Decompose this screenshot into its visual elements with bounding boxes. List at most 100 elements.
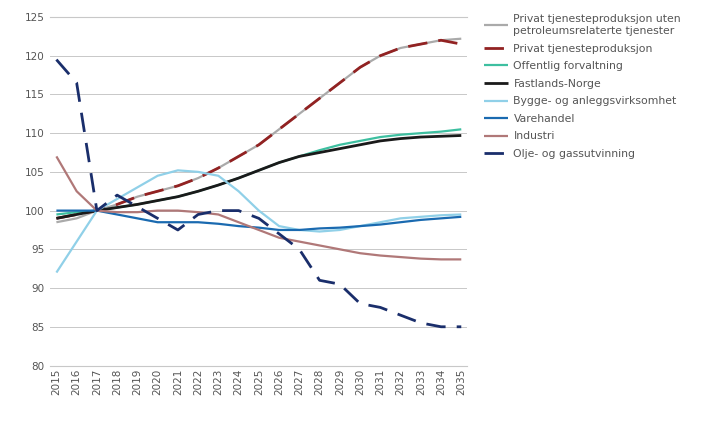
Privat tjenesteproduksjon: [255, 142, 263, 147]
Bygge- og anleggsvirksomhet: [315, 229, 324, 234]
Fastlands-Norge: [457, 133, 466, 138]
Fastlands-Norge: [315, 150, 324, 155]
Fastlands-Norge: [436, 134, 445, 139]
Privat tjenesteproduksjon: [194, 176, 203, 181]
Privat tjenesteproduksjon uten
petroleumsrelaterte tjenester: [214, 165, 223, 170]
Legend: Privat tjenesteproduksjon uten
petroleumsrelaterte tjenester, Privat tjenestepro: Privat tjenesteproduksjon uten petroleum…: [480, 10, 685, 163]
Bygge- og anleggsvirksomhet: [295, 227, 303, 232]
Offentlig forvaltning: [73, 210, 81, 215]
Line: Privat tjenesteproduksjon: Privat tjenesteproduksjon: [56, 40, 462, 218]
Industri: [194, 210, 203, 215]
Line: Privat tjenesteproduksjon uten
petroleumsrelaterte tjenester: Privat tjenesteproduksjon uten petroleum…: [56, 39, 462, 222]
Privat tjenesteproduksjon: [173, 183, 182, 188]
Bygge- og anleggsvirksomhet: [457, 212, 466, 217]
Fastlands-Norge: [173, 194, 182, 199]
Privat tjenesteproduksjon: [153, 189, 162, 194]
Bygge- og anleggsvirksomhet: [133, 185, 142, 190]
Offentlig forvaltning: [356, 139, 365, 144]
Industri: [457, 257, 466, 262]
Varehandel: [275, 227, 283, 232]
Bygge- og anleggsvirksomhet: [416, 214, 425, 219]
Privat tjenesteproduksjon uten
petroleumsrelaterte tjenester: [133, 194, 142, 199]
Privat tjenesteproduksjon uten
petroleumsrelaterte tjenester: [234, 154, 243, 159]
Privat tjenesteproduksjon uten
petroleumsrelaterte tjenester: [457, 36, 466, 41]
Olje- og gassutvinning: [376, 305, 385, 310]
Varehandel: [234, 224, 243, 229]
Privat tjenesteproduksjon uten
petroleumsrelaterte tjenester: [113, 202, 122, 207]
Privat tjenesteproduksjon uten
petroleumsrelaterte tjenester: [194, 176, 203, 181]
Fastlands-Norge: [93, 208, 101, 213]
Privat tjenesteproduksjon: [376, 53, 385, 58]
Olje- og gassutvinning: [194, 212, 203, 217]
Bygge- og anleggsvirksomhet: [73, 239, 81, 244]
Privat tjenesteproduksjon: [73, 212, 81, 217]
Privat tjenesteproduksjon: [295, 111, 303, 116]
Varehandel: [194, 220, 203, 225]
Fastlands-Norge: [113, 205, 122, 210]
Offentlig forvaltning: [315, 147, 324, 153]
Varehandel: [173, 220, 182, 225]
Varehandel: [73, 208, 81, 213]
Privat tjenesteproduksjon: [52, 216, 60, 221]
Line: Varehandel: Varehandel: [56, 211, 462, 230]
Privat tjenesteproduksjon uten
petroleumsrelaterte tjenester: [93, 208, 101, 213]
Bygge- og anleggsvirksomhet: [173, 168, 182, 173]
Industri: [315, 243, 324, 248]
Olje- og gassutvinning: [173, 227, 182, 232]
Offentlig forvaltning: [214, 182, 223, 187]
Bygge- og anleggsvirksomhet: [234, 189, 243, 194]
Bygge- og anleggsvirksomhet: [396, 216, 405, 221]
Bygge- og anleggsvirksomhet: [52, 270, 60, 275]
Offentlig forvaltning: [153, 198, 162, 203]
Industri: [376, 253, 385, 258]
Offentlig forvaltning: [336, 142, 344, 147]
Privat tjenesteproduksjon: [214, 165, 223, 170]
Privat tjenesteproduksjon: [336, 80, 344, 85]
Line: Offentlig forvaltning: Offentlig forvaltning: [56, 129, 462, 215]
Bygge- og anleggsvirksomhet: [194, 169, 203, 174]
Fastlands-Norge: [52, 216, 60, 221]
Offentlig forvaltning: [416, 130, 425, 136]
Bygge- og anleggsvirksomhet: [275, 224, 283, 229]
Varehandel: [336, 225, 344, 230]
Privat tjenesteproduksjon uten
petroleumsrelaterte tjenester: [295, 111, 303, 116]
Varehandel: [376, 222, 385, 227]
Varehandel: [52, 208, 60, 213]
Industri: [295, 239, 303, 244]
Olje- og gassutvinning: [133, 204, 142, 209]
Olje- og gassutvinning: [93, 208, 101, 213]
Line: Fastlands-Norge: Fastlands-Norge: [56, 136, 462, 218]
Fastlands-Norge: [376, 139, 385, 144]
Privat tjenesteproduksjon uten
petroleumsrelaterte tjenester: [336, 80, 344, 85]
Olje- og gassutvinning: [153, 216, 162, 221]
Offentlig forvaltning: [457, 127, 466, 132]
Privat tjenesteproduksjon: [396, 45, 405, 51]
Industri: [336, 247, 344, 252]
Offentlig forvaltning: [113, 205, 122, 210]
Offentlig forvaltning: [93, 208, 101, 213]
Privat tjenesteproduksjon uten
petroleumsrelaterte tjenester: [396, 45, 405, 51]
Privat tjenesteproduksjon: [315, 96, 324, 101]
Fastlands-Norge: [214, 182, 223, 187]
Offentlig forvaltning: [376, 134, 385, 139]
Olje- og gassutvinning: [336, 282, 344, 287]
Olje- og gassutvinning: [457, 324, 466, 329]
Fastlands-Norge: [416, 134, 425, 139]
Industri: [52, 154, 60, 159]
Varehandel: [457, 214, 466, 219]
Fastlands-Norge: [73, 212, 81, 217]
Bygge- og anleggsvirksomhet: [336, 227, 344, 232]
Varehandel: [356, 224, 365, 229]
Varehandel: [113, 212, 122, 217]
Olje- og gassutvinning: [315, 278, 324, 283]
Fastlands-Norge: [194, 189, 203, 194]
Olje- og gassutvinning: [275, 231, 283, 236]
Bygge- og anleggsvirksomhet: [436, 212, 445, 218]
Privat tjenesteproduksjon: [275, 127, 283, 132]
Olje- og gassutvinning: [295, 247, 303, 252]
Offentlig forvaltning: [52, 212, 60, 217]
Bygge- og anleggsvirksomhet: [255, 208, 263, 213]
Offentlig forvaltning: [173, 194, 182, 199]
Industri: [255, 227, 263, 232]
Fastlands-Norge: [255, 168, 263, 173]
